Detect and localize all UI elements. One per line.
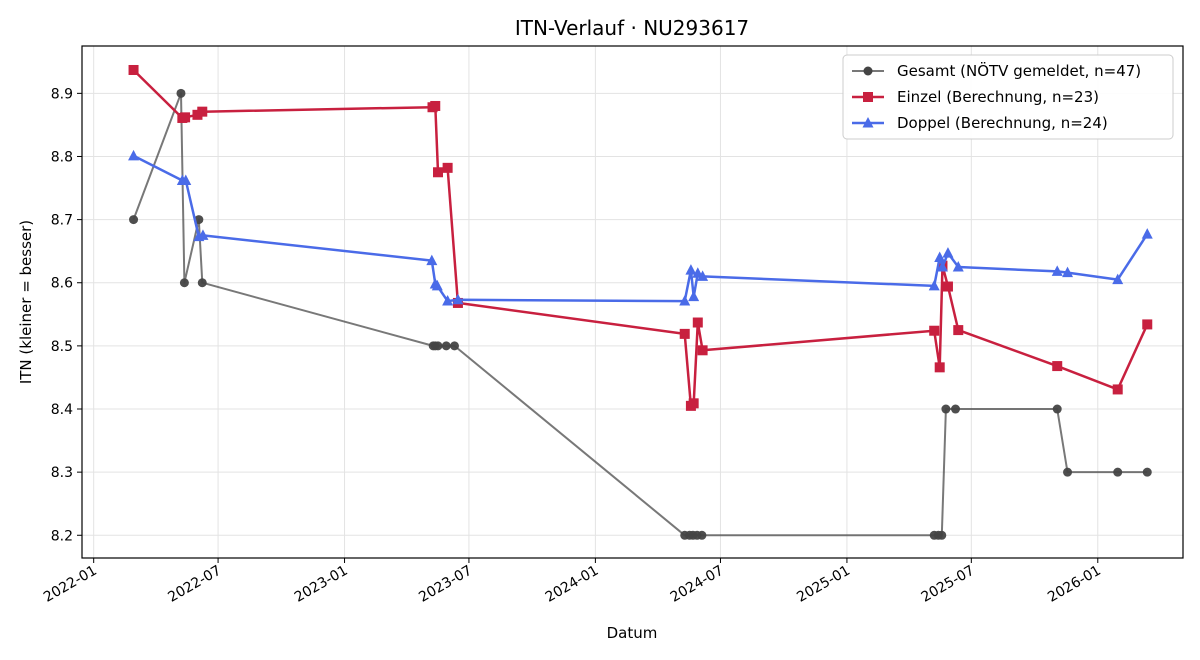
data-point (441, 341, 451, 351)
y-tick-label: 8.6 (51, 276, 73, 292)
y-tick-label: 8.2 (51, 528, 73, 544)
data-point (1113, 467, 1123, 477)
plot-area (81, 45, 1184, 559)
data-point (692, 317, 703, 328)
data-point (180, 174, 192, 185)
legend-entry-einzel: Einzel (Berechnung, n=23) (852, 88, 1099, 106)
x-tick-label: 2022-07 (165, 563, 224, 606)
data-point (1112, 273, 1124, 285)
y-tick-label: 8.4 (51, 402, 73, 418)
data-point (1112, 384, 1123, 395)
data-point (449, 341, 459, 351)
data-point (679, 295, 691, 306)
data-point (1141, 228, 1153, 239)
series-line (132, 154, 1149, 303)
data-point (934, 362, 945, 373)
y-tick-label: 8.8 (51, 149, 73, 165)
data-point (433, 341, 443, 351)
data-point (180, 112, 191, 123)
x-tick-label: 2023-01 (292, 563, 351, 606)
data-point (442, 162, 453, 173)
legend: Gesamt (NÖTV gemeldet, n=47) Einzel (Bere… (842, 54, 1174, 140)
data-point (953, 325, 964, 336)
data-point (426, 254, 438, 266)
data-point (452, 293, 464, 305)
data-point (1052, 404, 1062, 414)
y-tick-label: 8.7 (51, 213, 73, 229)
data-point (433, 167, 444, 178)
data-point (951, 404, 961, 414)
data-point (937, 530, 947, 540)
data-point (942, 247, 954, 258)
y-tick-label: 8.5 (51, 339, 73, 355)
legend-label: Doppel (Berechnung, n=24) (897, 114, 1108, 132)
series-doppel (128, 149, 1153, 306)
data-point (442, 295, 454, 306)
series-line (132, 92, 1148, 537)
data-point (129, 215, 139, 225)
data-point (1062, 266, 1074, 278)
y-axis-title: ITN (kleiner = besser) (17, 220, 35, 384)
data-point (942, 281, 953, 292)
x-tick-label: 2026-01 (1045, 563, 1104, 606)
y-tick-label: 8.3 (51, 465, 73, 481)
data-point (431, 279, 443, 291)
data-point (679, 328, 690, 339)
data-point (1142, 319, 1153, 330)
legend-box (842, 54, 1174, 140)
data-point (936, 260, 948, 272)
data-point (1052, 361, 1063, 372)
data-point (685, 264, 697, 275)
data-point (952, 260, 964, 272)
legend-label: Einzel (Berechnung, n=23) (897, 88, 1099, 106)
x-tick-label: 2023-07 (416, 563, 475, 606)
data-point (128, 64, 139, 75)
data-point (179, 278, 189, 288)
data-point (688, 398, 699, 409)
data-point (430, 100, 441, 111)
legend-entry-doppel: Doppel (Berechnung, n=24) (852, 114, 1108, 132)
legend-label: Gesamt (NÖTV gemeldet, n=47) (897, 61, 1141, 80)
x-tick-label: 2024-07 (668, 563, 727, 606)
data-point (929, 325, 940, 336)
series-gesamt (129, 88, 1152, 540)
data-point (697, 530, 707, 540)
x-axis: 2022-01 2022-07 2023-01 2023-07 2024-01 2024-… (41, 558, 1104, 606)
x-tick-label: 2022-01 (41, 563, 100, 606)
data-point (1051, 265, 1063, 276)
data-point (197, 278, 207, 288)
data-point (176, 88, 186, 98)
legend-entry-gesamt: Gesamt (NÖTV gemeldet, n=47) (852, 61, 1141, 80)
data-point (863, 92, 873, 102)
series-layer (128, 64, 1153, 540)
y-tick-label: 8.9 (51, 86, 73, 102)
data-point (697, 270, 709, 281)
x-tick-label: 2025-07 (919, 563, 978, 606)
data-point (1063, 467, 1073, 477)
data-point (128, 149, 140, 161)
chart-title: ITN-Verlauf · NU293617 (515, 16, 749, 40)
x-axis-title: Datum (607, 624, 658, 642)
data-point (1142, 467, 1152, 477)
data-point (934, 251, 946, 262)
data-point (197, 229, 209, 240)
data-point (928, 279, 940, 291)
data-point (697, 345, 708, 356)
data-point (941, 404, 951, 414)
data-point (197, 106, 208, 117)
y-axis: 8.2 8.3 8.4 8.5 8.6 8.7 8.8 8.9 (51, 86, 82, 544)
x-tick-label: 2024-01 (543, 563, 602, 606)
x-tick-label: 2025-01 (794, 563, 853, 606)
data-point (863, 66, 873, 76)
data-point (862, 117, 874, 128)
data-point (688, 290, 700, 302)
